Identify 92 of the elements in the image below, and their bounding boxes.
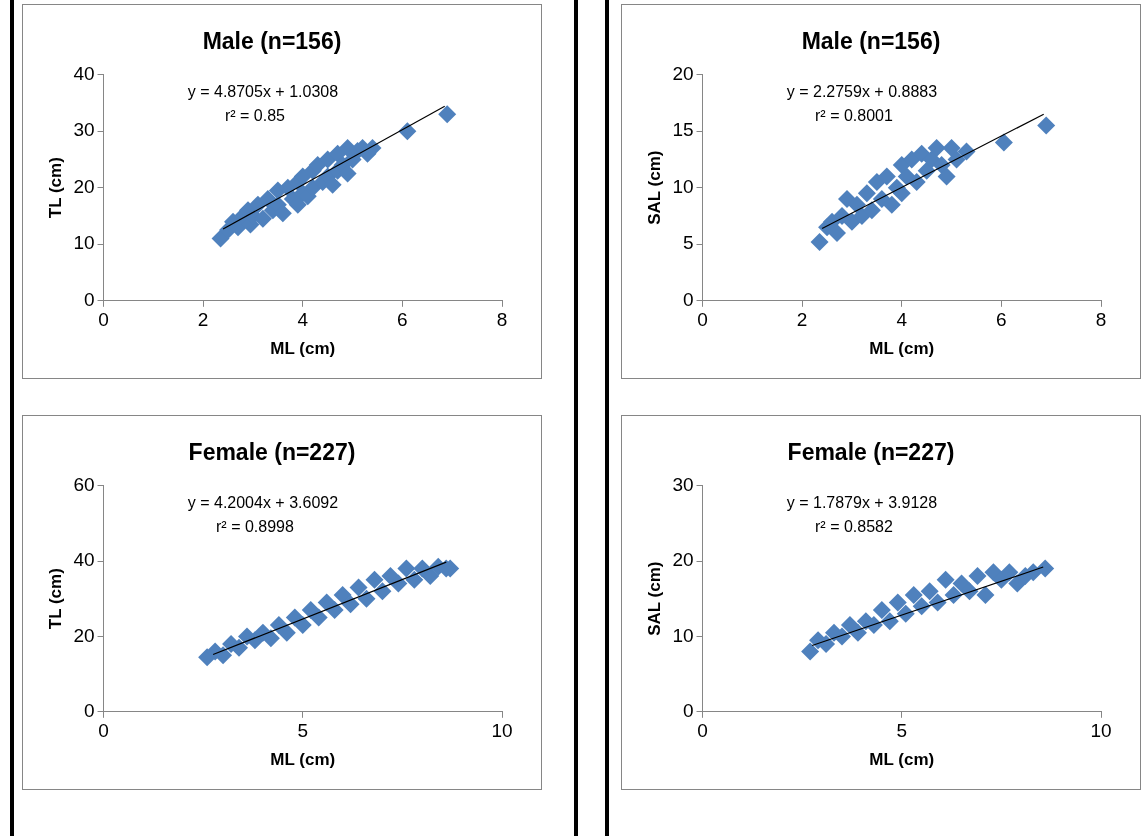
y-tick-label: 30 <box>672 473 694 495</box>
point <box>333 585 352 604</box>
point <box>862 201 881 220</box>
y-tick-label: 0 <box>83 700 95 722</box>
y-tick-label: 10 <box>672 624 694 646</box>
annotation: r² = 0.8998 <box>216 518 294 536</box>
y-tick-label: 0 <box>682 700 694 722</box>
x-axis-title: ML (cm) <box>869 750 935 770</box>
point <box>937 167 956 186</box>
x-tick-label: 6 <box>996 309 1007 331</box>
y-axis-title: SAL (cm) <box>644 561 664 636</box>
point <box>293 616 312 635</box>
y-tick-label: 40 <box>73 62 95 84</box>
annotation: r² = 0.8582 <box>815 518 893 536</box>
point <box>309 608 328 627</box>
x-axis-title: ML (cm) <box>270 339 336 359</box>
x-axis-title: ML (cm) <box>270 750 336 770</box>
x-tick-label: 0 <box>697 309 708 331</box>
x-tick-label: 4 <box>297 309 309 331</box>
point <box>976 585 995 604</box>
point <box>888 593 907 612</box>
x-tick-label: 0 <box>98 720 109 742</box>
point <box>912 144 931 163</box>
point <box>1000 563 1019 582</box>
annotation: r² = 0.85 <box>224 107 286 125</box>
point <box>438 105 457 124</box>
point <box>801 642 820 661</box>
point <box>365 570 384 589</box>
x-tick-label: 10 <box>491 720 513 742</box>
point <box>936 570 955 589</box>
point <box>421 567 440 586</box>
x-tick-label: 10 <box>1090 720 1112 742</box>
x-tick-label: 2 <box>197 309 209 331</box>
point <box>942 139 961 158</box>
x-tick-label: 0 <box>697 720 708 742</box>
y-tick-label: 20 <box>73 624 95 646</box>
chart-title: Female (n=227) <box>188 439 356 466</box>
point <box>904 585 923 604</box>
point <box>810 232 829 251</box>
y-tick-label: 10 <box>73 232 95 254</box>
point <box>1036 559 1055 578</box>
y-tick-label: 15 <box>672 119 694 141</box>
point <box>927 139 946 158</box>
x-tick-label: 8 <box>1095 309 1107 331</box>
point <box>882 195 901 214</box>
point <box>867 173 886 192</box>
x-tick-label: 2 <box>796 309 808 331</box>
point <box>828 223 847 242</box>
chart-title: Male (n=156) <box>801 28 941 55</box>
y-tick-label: 20 <box>73 175 95 197</box>
y-axis-title: TL (cm) <box>45 568 65 630</box>
annotation: y = 4.2004x + 3.6092 <box>187 494 339 512</box>
x-tick-label: 4 <box>896 309 908 331</box>
chart-title: Male (n=156) <box>202 28 342 55</box>
x-axis-title: ML (cm) <box>869 339 935 359</box>
point <box>277 623 296 642</box>
point <box>349 578 368 597</box>
y-tick-label: 60 <box>73 473 95 495</box>
point <box>877 167 896 186</box>
x-tick-label: 6 <box>397 309 408 331</box>
point <box>872 601 891 620</box>
y-tick-label: 20 <box>672 549 694 571</box>
y-tick-label: 10 <box>672 175 694 197</box>
y-axis-title: TL (cm) <box>45 157 65 219</box>
annotation: r² = 0.8001 <box>815 107 893 125</box>
x-tick-label: 0 <box>98 309 109 331</box>
point <box>857 184 876 203</box>
y-tick-label: 30 <box>73 119 95 141</box>
point <box>892 184 911 203</box>
point <box>357 589 376 608</box>
point <box>907 173 926 192</box>
point <box>1037 116 1056 135</box>
y-axis-title: SAL (cm) <box>644 150 664 225</box>
annotation: y = 1.7879x + 3.9128 <box>786 494 938 512</box>
point <box>968 567 987 586</box>
x-tick-label: 8 <box>496 309 508 331</box>
annotation: y = 4.8705x + 1.0308 <box>187 83 339 101</box>
y-tick-label: 20 <box>672 62 694 84</box>
point <box>837 190 856 209</box>
chart-title: Female (n=227) <box>787 439 955 466</box>
y-tick-label: 40 <box>73 549 95 571</box>
annotation: y = 2.2759x + 0.8883 <box>786 83 938 101</box>
x-tick-label: 5 <box>896 720 908 742</box>
point <box>920 582 939 601</box>
point <box>397 559 416 578</box>
y-tick-label: 0 <box>83 289 95 311</box>
point <box>398 122 417 141</box>
point <box>994 133 1013 152</box>
x-tick-label: 5 <box>297 720 309 742</box>
y-tick-label: 0 <box>682 289 694 311</box>
y-tick-label: 5 <box>682 232 694 254</box>
point <box>405 570 424 589</box>
